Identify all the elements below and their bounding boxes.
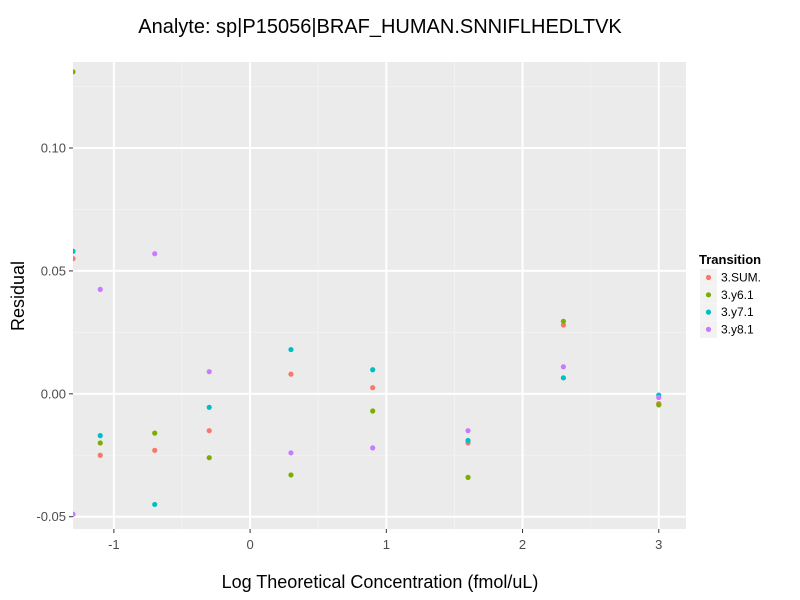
data-point-series-2 — [288, 346, 294, 353]
data-point-series-2 — [465, 437, 471, 444]
data-point-series-0 — [370, 385, 376, 391]
data-point-series-0 — [152, 447, 158, 453]
legend-label: 3.SUM. — [721, 271, 761, 285]
legend-key — [705, 292, 712, 298]
grid-major — [73, 62, 686, 529]
y-tick-label: 0.00 — [41, 386, 66, 401]
data-point-series-2 — [152, 501, 158, 508]
data-point-series-3 — [288, 450, 294, 456]
y-tick-label: 0.05 — [41, 263, 66, 278]
legend-label: 3.y7.1 — [721, 305, 754, 319]
x-axis-ticks: -1 0 1 2 3 — [108, 529, 662, 552]
data-point-series-1 — [97, 440, 103, 446]
data-point-series-1 — [152, 430, 158, 436]
legend-items: 3.SUM. 3.y6.1 3.y7.1 3.y8.1 — [700, 269, 761, 338]
grid-minor — [73, 62, 686, 529]
x-tick-label: -1 — [108, 537, 120, 552]
legend-key — [705, 326, 712, 332]
data-point-series-0 — [97, 452, 103, 458]
data-point-series-3 — [152, 251, 158, 257]
legend-key — [705, 274, 712, 281]
data-points — [73, 69, 662, 517]
plot-panel — [73, 62, 686, 529]
legend-label: 3.y8.1 — [721, 322, 754, 336]
x-tick-label: 2 — [519, 537, 526, 552]
data-point-series-1 — [73, 69, 76, 75]
data-point-series-3 — [73, 511, 76, 517]
data-point-series-0 — [73, 256, 76, 262]
data-point-series-1 — [206, 455, 212, 461]
y-tick-label: -0.05 — [36, 509, 66, 524]
y-tick-label: 0.10 — [41, 141, 66, 156]
data-point-series-3 — [465, 428, 471, 434]
data-point-series-2 — [560, 375, 567, 381]
data-point-series-3 — [560, 364, 567, 370]
data-point-series-3 — [370, 445, 376, 451]
data-point-series-2 — [206, 404, 212, 410]
data-point-series-1 — [370, 408, 376, 414]
data-point-series-2 — [73, 248, 76, 254]
legend: Transition 3.SUM. 3.y6.1 3.y7.1 3.y8.1 — [699, 252, 761, 338]
data-point-series-0 — [206, 428, 212, 434]
x-tick-label: 3 — [655, 537, 662, 552]
x-tick-label: 0 — [246, 537, 253, 552]
data-point-series-3 — [656, 394, 662, 401]
data-point-series-0 — [288, 371, 294, 377]
legend-label: 3.y6.1 — [721, 288, 754, 302]
data-point-series-1 — [288, 472, 294, 478]
legend-key — [705, 309, 712, 315]
data-point-series-3 — [97, 286, 103, 292]
data-point-series-1 — [465, 474, 471, 480]
chart-title: Analyte: sp|P15056|BRAF_HUMAN.SNNIFLHEDL… — [138, 16, 622, 38]
data-point-series-1 — [560, 318, 567, 324]
x-axis-title: Log Theoretical Concentration (fmol/uL) — [222, 572, 539, 592]
data-point-series-0 — [560, 322, 567, 328]
data-point-series-2 — [370, 367, 376, 373]
data-point-series-2 — [97, 433, 103, 439]
y-axis-ticks: -0.05 0.00 0.05 0.10 — [36, 141, 73, 524]
y-axis-title: Residual — [8, 261, 28, 331]
x-tick-label: 1 — [383, 537, 390, 552]
data-point-series-1 — [656, 402, 662, 408]
data-point-series-3 — [206, 369, 212, 375]
legend-title: Transition — [699, 252, 761, 267]
